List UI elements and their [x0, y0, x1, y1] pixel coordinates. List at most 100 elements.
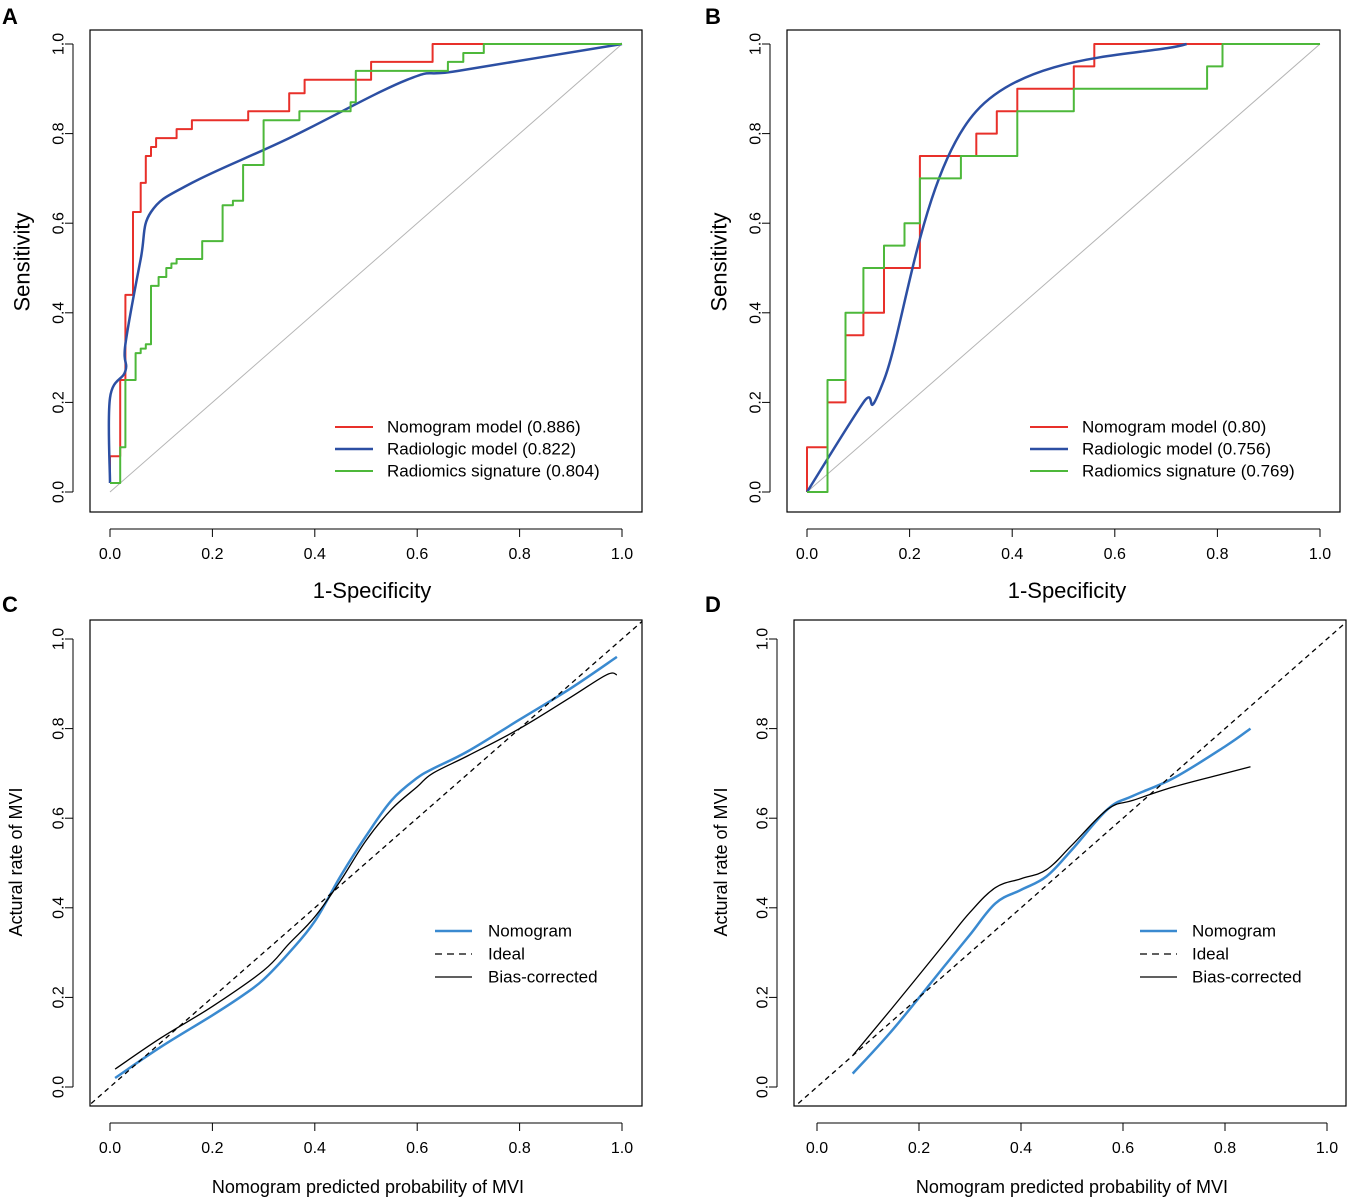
legend-label: Radiologic model (0.756)	[1082, 440, 1271, 459]
y-tick-label: 0.4	[755, 897, 772, 919]
y-tick-label: 0.0	[755, 1076, 772, 1098]
plot-area	[90, 620, 642, 1106]
y-tick-label: 0.2	[51, 391, 68, 413]
y-tick-label: 0.4	[51, 302, 68, 324]
panel-letter: D	[705, 592, 721, 617]
series-line-radiomics-signature-0-804	[110, 43, 622, 484]
x-tick-label: 0.8	[508, 546, 530, 563]
y-tick-label: 1.0	[51, 33, 68, 55]
y-tick-label: 0.8	[748, 122, 765, 144]
y-axis-title: Sensitivity	[707, 212, 732, 311]
x-tick-label: 0.0	[99, 546, 121, 563]
series-line-nomogram	[114, 655, 618, 1080]
plot-frame	[89, 29, 643, 513]
legend-label: Nomogram model (0.886)	[387, 418, 581, 437]
reference-diagonal	[109, 43, 623, 493]
x-tick-label: 0.4	[1001, 546, 1023, 563]
x-tick-label: 0.8	[1206, 546, 1228, 563]
x-tick-label: 0.6	[1104, 546, 1126, 563]
legend-label: Nomogram	[1192, 922, 1276, 941]
y-tick-label: 0.2	[755, 986, 772, 1008]
series-line-nomogram-model-0-80	[806, 43, 1320, 492]
series-line-nomogram	[851, 727, 1252, 1075]
x-tick-label: 1.0	[611, 546, 633, 563]
panel-letter: A	[2, 4, 18, 29]
chart-panel-d: D 0.0 0.2 0.4 0.6 0.8 1.0 0.0 0.2 0.4 0.6 0.8 1.0 Nom…	[705, 592, 1347, 1197]
legend: Nomogram Ideal Bias-corrected	[1140, 922, 1302, 987]
series-line-ideal	[794, 621, 1346, 1106]
x-axis-title: 1-Specificity	[313, 578, 432, 603]
legend-label: Nomogram	[488, 922, 572, 941]
legend-label: Radiomics signature (0.769)	[1082, 462, 1295, 481]
legend: Nomogram Ideal Bias-corrected	[435, 922, 598, 987]
x-axis-title: Nomogram predicted probability of MVI	[212, 1177, 524, 1197]
series-line-radiologic-model-0-756	[805, 42, 1187, 493]
x-tick-label: 0.6	[1112, 1140, 1134, 1157]
chart-panel-c: C 0.0 0.2 0.4 0.6 0.8 1.0 0.0 0.2 0.4 0.6 0.8 1.0 Nom…	[2, 592, 643, 1197]
x-tick-label: 1.0	[1309, 546, 1331, 563]
y-tick-label: 1.0	[755, 628, 772, 650]
y-tick-label: 0.4	[748, 302, 765, 324]
y-tick-label: 0.0	[51, 1076, 68, 1098]
y-tick-label: 0.6	[755, 807, 772, 829]
y-tick-label: 0.6	[51, 807, 68, 829]
y-tick-label: 0.8	[755, 717, 772, 739]
x-tick-label: 0.6	[406, 546, 428, 563]
x-tick-label: 0.2	[201, 1140, 223, 1157]
y-tick-label: 0.4	[51, 897, 68, 919]
series-line-nomogram-model-0-886	[109, 43, 622, 483]
y-tick-label: 1.0	[748, 33, 765, 55]
y-axis-title: Actural rate of MVI	[6, 787, 26, 936]
plot-frame	[793, 619, 1347, 1107]
y-tick-label: 0.0	[51, 481, 68, 503]
x-axis-title: 1-Specificity	[1008, 578, 1127, 603]
y-axis-title: Actural rate of MVI	[711, 787, 731, 936]
y-axis-title: Sensitivity	[10, 212, 35, 311]
y-tick-label: 0.6	[51, 212, 68, 234]
legend-label: Ideal	[1192, 945, 1229, 964]
x-tick-label: 0.4	[304, 546, 326, 563]
y-tick-label: 0.0	[748, 481, 765, 503]
legend-label: Bias-corrected	[1192, 968, 1302, 987]
x-tick-label: 0.4	[304, 1140, 326, 1157]
series-line-bias-corrected	[114, 672, 618, 1070]
y-tick-label: 0.8	[51, 122, 68, 144]
y-tick-label: 0.2	[51, 986, 68, 1008]
x-tick-label: 0.8	[508, 1140, 530, 1157]
series-line-ideal	[90, 620, 642, 1106]
x-tick-label: 0.4	[1010, 1140, 1032, 1157]
plot-frame	[786, 29, 1341, 513]
x-tick-label: 0.0	[796, 546, 818, 563]
legend-label: Radiologic model (0.822)	[387, 440, 576, 459]
legend-label: Nomogram model (0.80)	[1082, 418, 1266, 437]
legend-label: Bias-corrected	[488, 968, 598, 987]
plot-area	[794, 621, 1346, 1106]
series-line-radiologic-model-0-822	[107, 42, 623, 484]
legend-label: Ideal	[488, 945, 525, 964]
chart-panel-a: A 0.0 0.2 0.4 0.6 0.8 1.0 0.0 0.2 0.4 0.6 0.8 1.0 1-S…	[2, 4, 643, 603]
series-line-bias-corrected	[852, 766, 1251, 1057]
legend: Nomogram model (0.80) Radiologic model (0…	[1030, 418, 1295, 481]
legend-label: Radiomics signature (0.804)	[387, 462, 600, 481]
panel-letter: C	[2, 592, 18, 617]
x-axis-title: Nomogram predicted probability of MVI	[916, 1177, 1228, 1197]
y-tick-label: 0.2	[748, 391, 765, 413]
x-tick-label: 0.6	[406, 1140, 428, 1157]
y-tick-label: 0.6	[748, 212, 765, 234]
plot-area	[107, 42, 623, 493]
legend: Nomogram model (0.886) Radiologic model (…	[335, 418, 600, 481]
x-tick-label: 0.8	[1214, 1140, 1236, 1157]
x-tick-label: 0.0	[99, 1140, 121, 1157]
plot-area	[805, 42, 1321, 493]
x-tick-label: 0.2	[201, 546, 223, 563]
y-tick-label: 0.8	[51, 717, 68, 739]
x-tick-label: 0.2	[898, 546, 920, 563]
panel-letter: B	[705, 4, 721, 29]
reference-diagonal	[806, 43, 1321, 493]
x-tick-label: 0.2	[908, 1140, 930, 1157]
x-tick-label: 1.0	[611, 1140, 633, 1157]
series-line-radiomics-signature-0-769	[807, 43, 1320, 493]
chart-panel-b: B 0.0 0.2 0.4 0.6 0.8 1.0 0.0 0.2 0.4 0.6 0.8 1.0 1-S…	[705, 4, 1341, 603]
y-tick-label: 1.0	[51, 628, 68, 650]
